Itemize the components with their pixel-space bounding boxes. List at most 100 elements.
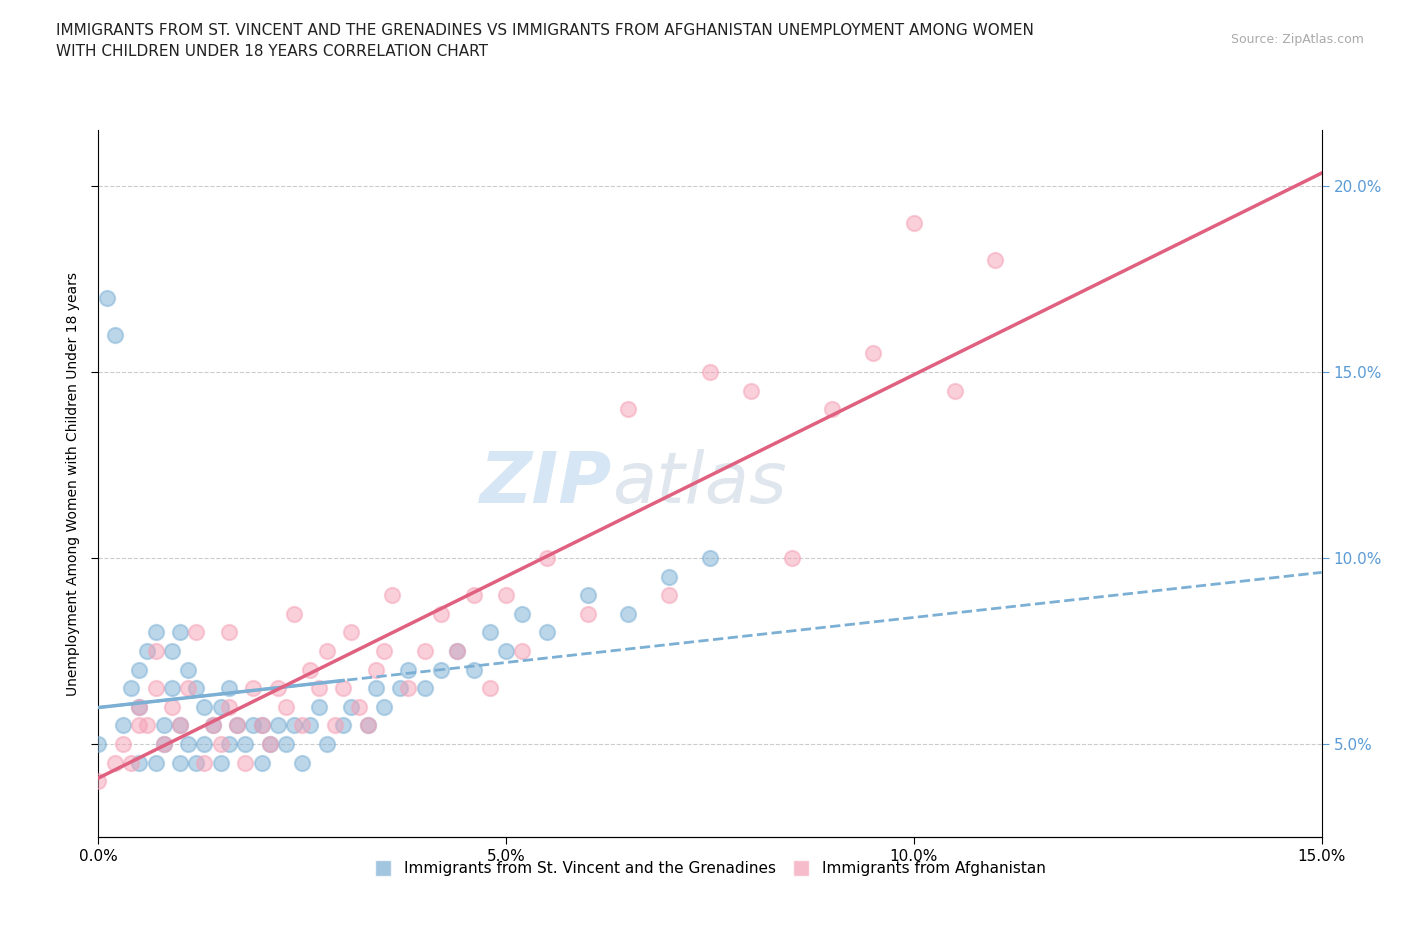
- Point: [160, 681, 183, 696]
- Point: [218, 737, 240, 751]
- Point: [218, 681, 240, 696]
- Point: [617, 402, 640, 417]
- Point: [396, 662, 419, 677]
- Point: [740, 383, 762, 398]
- Point: [356, 718, 378, 733]
- Point: [576, 588, 599, 603]
- Text: ZIP: ZIP: [479, 449, 612, 518]
- Point: [160, 699, 183, 714]
- Point: [291, 755, 314, 770]
- Legend: Immigrants from St. Vincent and the Grenadines, Immigrants from Afghanistan: Immigrants from St. Vincent and the Gren…: [368, 856, 1052, 883]
- Point: [396, 681, 419, 696]
- Point: [136, 644, 159, 658]
- Point: [658, 588, 681, 603]
- Point: [250, 718, 273, 733]
- Point: [160, 644, 183, 658]
- Point: [821, 402, 844, 417]
- Text: IMMIGRANTS FROM ST. VINCENT AND THE GRENADINES VS IMMIGRANTS FROM AFGHANISTAN UN: IMMIGRANTS FROM ST. VINCENT AND THE GREN…: [56, 23, 1035, 60]
- Point: [128, 755, 150, 770]
- Point: [201, 718, 224, 733]
- Point: [169, 718, 191, 733]
- Y-axis label: Unemployment Among Women with Children Under 18 years: Unemployment Among Women with Children U…: [66, 272, 80, 696]
- Point: [299, 662, 322, 677]
- Point: [177, 662, 200, 677]
- Point: [943, 383, 966, 398]
- Point: [186, 681, 208, 696]
- Point: [463, 588, 485, 603]
- Point: [145, 755, 167, 770]
- Point: [332, 718, 354, 733]
- Text: atlas: atlas: [612, 449, 787, 518]
- Point: [373, 699, 395, 714]
- Point: [242, 718, 264, 733]
- Point: [120, 681, 142, 696]
- Point: [478, 625, 501, 640]
- Point: [308, 699, 330, 714]
- Point: [96, 290, 118, 305]
- Point: [169, 718, 191, 733]
- Point: [128, 699, 150, 714]
- Point: [389, 681, 412, 696]
- Point: [169, 625, 191, 640]
- Point: [413, 681, 436, 696]
- Point: [495, 644, 517, 658]
- Point: [259, 737, 281, 751]
- Point: [576, 606, 599, 621]
- Point: [340, 699, 363, 714]
- Point: [446, 644, 468, 658]
- Point: [658, 569, 681, 584]
- Point: [111, 718, 134, 733]
- Point: [780, 551, 803, 565]
- Point: [267, 718, 290, 733]
- Point: [536, 551, 558, 565]
- Point: [274, 737, 297, 751]
- Point: [364, 662, 387, 677]
- Point: [128, 662, 150, 677]
- Point: [413, 644, 436, 658]
- Point: [315, 644, 337, 658]
- Point: [209, 755, 232, 770]
- Point: [356, 718, 378, 733]
- Point: [193, 755, 215, 770]
- Point: [862, 346, 884, 361]
- Point: [617, 606, 640, 621]
- Point: [478, 681, 501, 696]
- Point: [226, 718, 249, 733]
- Point: [233, 755, 256, 770]
- Point: [536, 625, 558, 640]
- Point: [308, 681, 330, 696]
- Point: [340, 625, 363, 640]
- Point: [226, 718, 249, 733]
- Point: [299, 718, 322, 733]
- Point: [186, 755, 208, 770]
- Point: [120, 755, 142, 770]
- Point: [349, 699, 371, 714]
- Point: [512, 606, 534, 621]
- Point: [430, 606, 453, 621]
- Point: [177, 737, 200, 751]
- Point: [250, 755, 273, 770]
- Point: [283, 718, 305, 733]
- Point: [984, 253, 1007, 268]
- Point: [104, 755, 127, 770]
- Point: [145, 681, 167, 696]
- Point: [430, 662, 453, 677]
- Point: [495, 588, 517, 603]
- Point: [145, 625, 167, 640]
- Point: [152, 718, 174, 733]
- Point: [274, 699, 297, 714]
- Point: [259, 737, 281, 751]
- Point: [218, 625, 240, 640]
- Point: [373, 644, 395, 658]
- Point: [903, 216, 925, 231]
- Point: [111, 737, 134, 751]
- Point: [209, 699, 232, 714]
- Point: [250, 718, 273, 733]
- Point: [381, 588, 404, 603]
- Point: [364, 681, 387, 696]
- Point: [267, 681, 290, 696]
- Point: [233, 737, 256, 751]
- Point: [152, 737, 174, 751]
- Point: [152, 737, 174, 751]
- Point: [104, 327, 127, 342]
